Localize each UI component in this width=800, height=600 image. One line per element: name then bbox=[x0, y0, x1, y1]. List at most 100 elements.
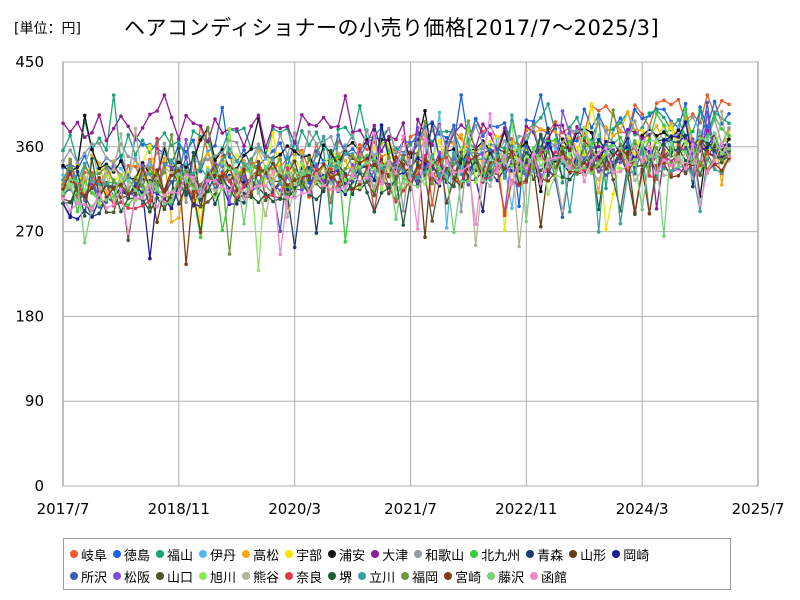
data-point bbox=[705, 145, 710, 150]
unit-label: [単位：円] bbox=[14, 21, 81, 37]
data-point bbox=[278, 181, 283, 186]
data-point bbox=[111, 202, 116, 207]
data-point bbox=[206, 189, 210, 194]
data-point bbox=[191, 150, 196, 155]
data-point bbox=[539, 156, 543, 161]
data-point bbox=[654, 134, 659, 138]
data-point bbox=[647, 111, 652, 115]
data-point bbox=[358, 165, 362, 169]
data-point bbox=[68, 182, 72, 186]
data-point bbox=[263, 198, 268, 203]
data-point bbox=[727, 154, 731, 158]
data-point bbox=[300, 185, 304, 189]
data-point bbox=[126, 164, 130, 168]
data-point bbox=[502, 126, 507, 130]
data-point bbox=[705, 141, 710, 146]
legend-swatch-icon bbox=[530, 572, 539, 580]
data-point bbox=[365, 161, 369, 165]
data-point bbox=[111, 93, 116, 97]
data-point bbox=[227, 179, 232, 184]
data-point bbox=[379, 182, 384, 186]
data-point bbox=[82, 151, 87, 156]
data-point bbox=[712, 110, 717, 115]
data-point bbox=[177, 168, 181, 173]
data-point bbox=[539, 116, 543, 120]
data-point bbox=[568, 170, 572, 174]
data-point bbox=[524, 134, 529, 138]
data-point bbox=[104, 148, 109, 152]
data-point bbox=[387, 126, 391, 131]
data-point bbox=[61, 121, 65, 125]
legend-item: 青森 bbox=[526, 545, 563, 564]
data-point bbox=[553, 123, 558, 128]
data-point bbox=[524, 140, 529, 145]
data-point bbox=[415, 156, 420, 161]
data-point bbox=[97, 202, 101, 207]
data-point bbox=[300, 169, 304, 174]
data-point bbox=[249, 147, 253, 151]
data-point bbox=[206, 125, 210, 130]
data-point bbox=[481, 209, 485, 214]
data-point bbox=[133, 196, 138, 200]
data-point bbox=[618, 221, 623, 226]
data-point bbox=[235, 127, 239, 131]
data-point bbox=[162, 141, 167, 146]
data-point bbox=[220, 161, 225, 165]
data-point bbox=[177, 202, 181, 206]
data-point bbox=[329, 134, 333, 139]
data-point bbox=[720, 127, 724, 131]
data-point bbox=[452, 151, 456, 155]
data-point bbox=[437, 157, 442, 161]
data-point bbox=[126, 154, 130, 159]
data-point bbox=[358, 104, 362, 108]
data-point bbox=[625, 127, 630, 132]
data-point bbox=[596, 177, 601, 182]
data-point bbox=[423, 130, 427, 134]
data-point bbox=[604, 166, 608, 171]
data-point bbox=[314, 197, 319, 202]
data-point bbox=[618, 146, 623, 151]
data-point bbox=[292, 178, 297, 183]
data-point bbox=[350, 154, 355, 158]
data-point bbox=[712, 131, 717, 135]
legend-item: 大津 bbox=[371, 545, 408, 564]
data-point bbox=[387, 134, 391, 139]
data-point bbox=[358, 167, 362, 172]
data-point bbox=[350, 130, 355, 134]
legend-swatch-icon bbox=[414, 550, 423, 558]
data-point bbox=[611, 153, 615, 157]
data-point bbox=[358, 157, 362, 161]
data-point bbox=[300, 150, 304, 155]
data-point bbox=[140, 163, 145, 168]
data-point bbox=[647, 174, 652, 178]
data-point bbox=[220, 228, 225, 233]
data-point bbox=[625, 172, 630, 176]
data-point bbox=[640, 207, 644, 212]
data-point bbox=[61, 163, 65, 168]
data-point bbox=[184, 262, 188, 267]
data-point bbox=[647, 155, 652, 159]
data-point bbox=[720, 141, 724, 146]
data-point bbox=[568, 165, 572, 170]
x-tick-label: 2024/3 bbox=[616, 500, 669, 518]
data-point bbox=[191, 171, 196, 176]
data-point bbox=[683, 139, 688, 144]
data-point bbox=[625, 163, 630, 167]
x-tick-label: 2020/3 bbox=[268, 500, 321, 518]
data-point bbox=[263, 192, 268, 196]
data-point bbox=[691, 161, 695, 166]
data-point bbox=[481, 134, 485, 138]
data-point bbox=[437, 173, 442, 177]
data-point bbox=[640, 167, 644, 171]
data-point bbox=[640, 128, 644, 133]
data-point bbox=[148, 159, 152, 164]
data-point bbox=[285, 124, 290, 129]
data-point bbox=[104, 210, 109, 215]
data-point bbox=[539, 164, 543, 168]
data-point bbox=[75, 165, 80, 169]
data-point bbox=[372, 131, 377, 136]
data-point bbox=[727, 102, 731, 107]
data-point bbox=[459, 179, 464, 183]
data-point bbox=[647, 212, 652, 216]
data-point bbox=[191, 189, 196, 193]
